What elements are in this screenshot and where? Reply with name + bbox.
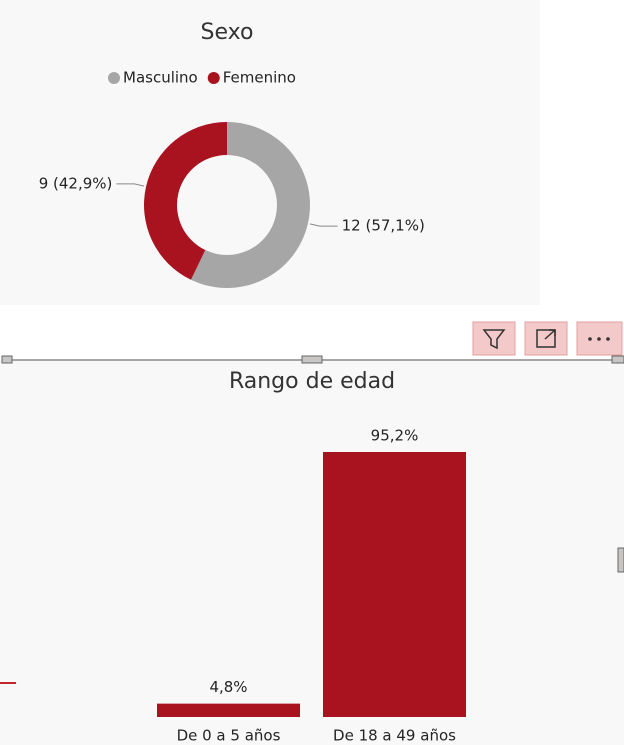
bar bbox=[323, 452, 466, 717]
more-button[interactable] bbox=[576, 321, 623, 356]
leader-line bbox=[116, 183, 145, 187]
filter-button[interactable] bbox=[472, 321, 516, 356]
resize-handle[interactable] bbox=[611, 355, 624, 364]
resize-handle[interactable] bbox=[301, 355, 323, 364]
x-tick-label: De 18 a 49 años bbox=[333, 727, 456, 745]
data-label: 95,2% bbox=[371, 427, 419, 445]
resize-handle[interactable] bbox=[617, 547, 624, 573]
bar bbox=[157, 703, 300, 717]
x-tick-label: De 0 a 5 años bbox=[177, 727, 281, 745]
legend-label: Femenino bbox=[223, 69, 296, 87]
donut-slice bbox=[143, 122, 227, 280]
focus-button[interactable] bbox=[524, 321, 568, 356]
data-label: 12 (57,1%) bbox=[342, 217, 425, 235]
legend-swatch bbox=[207, 72, 220, 84]
chart-title: Rango de edad bbox=[229, 369, 395, 394]
data-label: 9 (42,9%) bbox=[39, 174, 113, 192]
resize-handle[interactable] bbox=[1, 355, 13, 364]
data-label: 4,8% bbox=[209, 678, 247, 696]
legend-label: Masculino bbox=[123, 69, 198, 87]
legend-swatch bbox=[108, 72, 120, 84]
bar-panel bbox=[0, 360, 624, 745]
leader-line bbox=[309, 223, 338, 227]
chart-title: Sexo bbox=[201, 20, 254, 45]
donut-slice bbox=[190, 122, 310, 288]
